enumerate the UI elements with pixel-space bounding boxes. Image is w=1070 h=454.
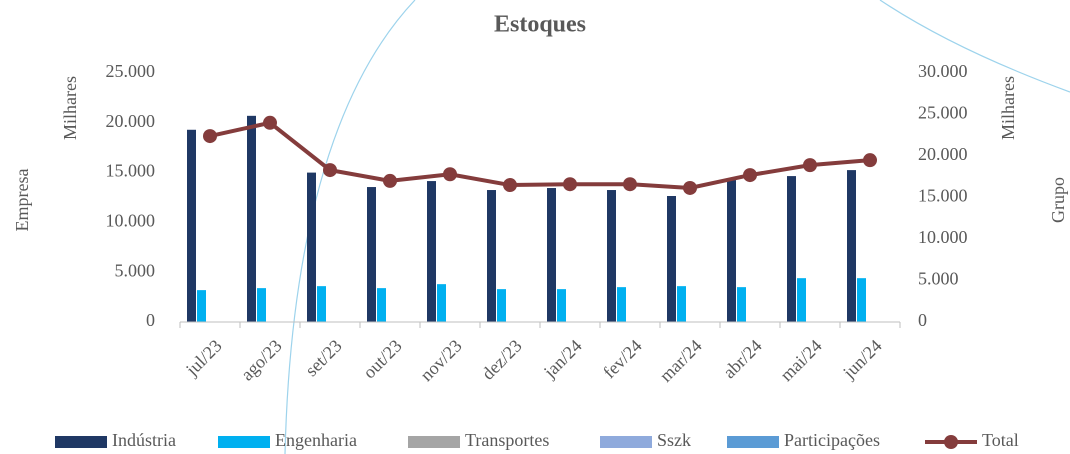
x-tick-label: abr/24 [719,336,766,383]
y2-tick-label: 5.000 [918,269,959,289]
y2-tick-label: 15.000 [918,186,968,206]
bar [307,172,316,322]
bar [727,180,736,322]
y-tick-label: 5.000 [115,260,156,280]
bar [787,176,796,322]
legend-swatch [408,436,460,448]
y-tick-label: 10.000 [106,211,156,231]
line-marker [203,129,217,144]
bar [617,287,626,322]
bar [737,287,746,322]
y-axis-unit: Milhares [60,76,80,140]
bar [667,196,676,322]
x-tick-label: mai/24 [776,336,825,385]
x-tick-label: out/23 [359,336,406,383]
bar [197,290,206,322]
line-marker [383,173,397,188]
legend-label: Engenharia [275,430,357,450]
bar [437,284,446,322]
legend-swatch [600,436,652,448]
decor-arc [879,0,1070,93]
bar [427,181,436,322]
legend-swatch [727,436,779,448]
legend-swatch [218,436,270,448]
x-tick-label: fev/24 [599,336,646,383]
line-marker [323,163,337,178]
line [209,120,871,190]
bar [557,289,566,322]
y-tick-label: 0 [146,310,155,330]
line-marker [803,158,817,173]
x-tick-label: ago/23 [237,336,286,385]
bar [857,278,866,322]
legend-swatch [944,435,958,449]
legend-label: Total [982,430,1019,450]
y-tick-label: 25.000 [106,61,156,81]
bar [367,187,376,322]
line-marker [263,115,277,130]
y2-axis-unit: Milhares [998,76,1018,140]
legend-label: Participações [784,430,880,450]
bar [797,278,806,322]
bar [317,286,326,322]
x-tick-label: jul/23 [181,336,226,381]
y-tick-label: 15.000 [106,161,156,181]
decor-arc [284,0,416,454]
legend-swatch [55,436,107,448]
bar [247,115,256,322]
line-marker [863,153,877,168]
bar [187,129,196,322]
x-tick-label: nov/23 [416,336,466,386]
x-tick-label: dez/23 [478,336,526,384]
y2-axis-title: Grupo [1048,177,1068,223]
y2-tick-label: 20.000 [918,144,968,164]
chart-title: Estoques [494,12,586,38]
bar [607,190,616,322]
y-axis-title: Empresa [12,169,32,232]
x-tick-label: jan/24 [539,336,586,383]
line-marker [683,180,697,195]
bar [377,288,386,322]
bar [487,190,496,322]
x-tick-label: set/23 [301,336,346,381]
legend-label: Sszk [657,430,691,450]
x-tick-label: mar/24 [656,336,706,386]
y2-tick-label: 0 [918,310,927,330]
bar [677,286,686,322]
bar [497,289,506,322]
line-marker [743,168,757,183]
line-marker [623,177,637,192]
line-marker [443,167,457,182]
bar [547,188,556,322]
bar [257,288,266,322]
y-tick-label: 20.000 [106,111,156,131]
y2-tick-label: 30.000 [918,61,968,81]
x-tick-label: jun/24 [838,336,885,383]
y2-tick-label: 25.000 [918,103,968,123]
line-marker [563,177,577,192]
legend-label: Indústria [112,430,176,450]
line-marker [503,178,517,193]
y2-tick-label: 10.000 [918,227,968,247]
legend-label: Transportes [465,430,549,450]
bar [847,170,856,322]
